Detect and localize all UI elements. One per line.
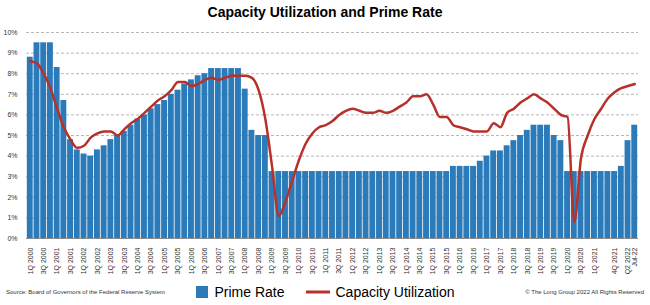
svg-text:3Q 2019: 3Q 2019 bbox=[550, 247, 558, 274]
svg-text:1Q 2004: 1Q 2004 bbox=[134, 247, 142, 274]
svg-text:3Q 2004: 3Q 2004 bbox=[147, 247, 155, 274]
svg-text:1Q 2016: 1Q 2016 bbox=[456, 247, 464, 274]
svg-text:3Q 2013: 3Q 2013 bbox=[389, 247, 397, 274]
svg-text:1Q 2010: 1Q 2010 bbox=[295, 247, 303, 274]
svg-text:1Q 2013: 1Q 2013 bbox=[376, 247, 384, 274]
svg-text:3Q 2011: 3Q 2011 bbox=[335, 247, 343, 273]
svg-text:1Q 2007: 1Q 2007 bbox=[215, 247, 223, 274]
svg-text:3Q 2007: 3Q 2007 bbox=[228, 247, 236, 274]
svg-text:7%: 7% bbox=[7, 91, 17, 98]
svg-text:1Q 2002: 1Q 2002 bbox=[80, 247, 88, 274]
svg-text:1Q 2020: 1Q 2020 bbox=[564, 247, 572, 274]
svg-text:3Q 2016: 3Q 2016 bbox=[470, 247, 478, 274]
svg-text:3Q 2010: 3Q 2010 bbox=[309, 247, 317, 274]
svg-text:Q2 2022: Q2 2022 bbox=[624, 247, 632, 275]
svg-text:1%: 1% bbox=[7, 214, 17, 221]
svg-text:3Q 2006: 3Q 2006 bbox=[201, 247, 209, 274]
svg-text:1Q 2021: 1Q 2021 bbox=[591, 247, 599, 274]
svg-text:3Q 2008: 3Q 2008 bbox=[255, 247, 263, 274]
svg-text:3Q 2000: 3Q 2000 bbox=[40, 247, 48, 274]
svg-text:1Q 2000: 1Q 2000 bbox=[27, 247, 35, 274]
svg-text:3Q 2009: 3Q 2009 bbox=[282, 247, 290, 274]
svg-text:1Q 2017: 1Q 2017 bbox=[483, 247, 491, 274]
svg-text:8%: 8% bbox=[7, 70, 17, 77]
svg-text:1Q 2008: 1Q 2008 bbox=[241, 247, 249, 274]
svg-text:3Q 2015: 3Q 2015 bbox=[443, 247, 451, 274]
svg-text:3Q 2018: 3Q 2018 bbox=[524, 247, 532, 274]
svg-text:1Q 2009: 1Q 2009 bbox=[268, 247, 276, 274]
svg-text:0%: 0% bbox=[7, 235, 17, 242]
svg-text:10%: 10% bbox=[3, 29, 17, 36]
svg-text:2%: 2% bbox=[7, 194, 17, 201]
svg-text:1Q 2001: 1Q 2001 bbox=[53, 247, 61, 274]
svg-text:3Q 2003: 3Q 2003 bbox=[121, 247, 129, 274]
svg-text:1Q 2005: 1Q 2005 bbox=[161, 247, 169, 274]
svg-text:3Q 2014: 3Q 2014 bbox=[416, 247, 424, 274]
svg-text:1Q 2003: 1Q 2003 bbox=[107, 247, 115, 274]
html-text:© The Long Group 2022 All Righ: © The Long Group 2022 All Rights Reserve… bbox=[525, 288, 644, 295]
svg-text:3Q 2020: 3Q 2020 bbox=[577, 247, 585, 274]
svg-text:3Q 2002: 3Q 2002 bbox=[94, 247, 102, 274]
svg-text:Jul-22: Jul-22 bbox=[631, 247, 638, 266]
html-text:Prime Rate: Prime Rate bbox=[214, 283, 285, 300]
svg-text:4Q 2021: 4Q 2021 bbox=[611, 247, 619, 274]
svg-text:1Q 2014: 1Q 2014 bbox=[403, 247, 411, 274]
svg-text:1Q 2018: 1Q 2018 bbox=[510, 247, 518, 274]
svg-text:3Q 2017: 3Q 2017 bbox=[497, 247, 505, 274]
svg-text:9%: 9% bbox=[7, 49, 17, 56]
svg-text:3Q 2001: 3Q 2001 bbox=[67, 247, 75, 274]
svg-text:3%: 3% bbox=[7, 173, 17, 180]
svg-text:1Q 2006: 1Q 2006 bbox=[188, 247, 196, 274]
html-text:Capacity Utilization and Prime: Capacity Utilization and Prime Rate bbox=[207, 4, 443, 20]
svg-text:1Q 2011: 1Q 2011 bbox=[322, 247, 330, 273]
svg-text:4%: 4% bbox=[7, 152, 17, 159]
svg-text:1Q 2019: 1Q 2019 bbox=[537, 247, 545, 274]
svg-text:6%: 6% bbox=[7, 111, 17, 118]
svg-text:1Q 2015: 1Q 2015 bbox=[429, 247, 437, 274]
svg-text:3Q 2012: 3Q 2012 bbox=[362, 247, 370, 274]
svg-text:5%: 5% bbox=[7, 132, 17, 139]
html-text:Capacity Utilization: Capacity Utilization bbox=[335, 283, 455, 300]
svg-text:3Q 2005: 3Q 2005 bbox=[174, 247, 182, 274]
svg-text:1Q 2012: 1Q 2012 bbox=[349, 247, 357, 274]
html-text:Source: Board of Governors of: Source: Board of Governors of the Federa… bbox=[6, 288, 166, 295]
